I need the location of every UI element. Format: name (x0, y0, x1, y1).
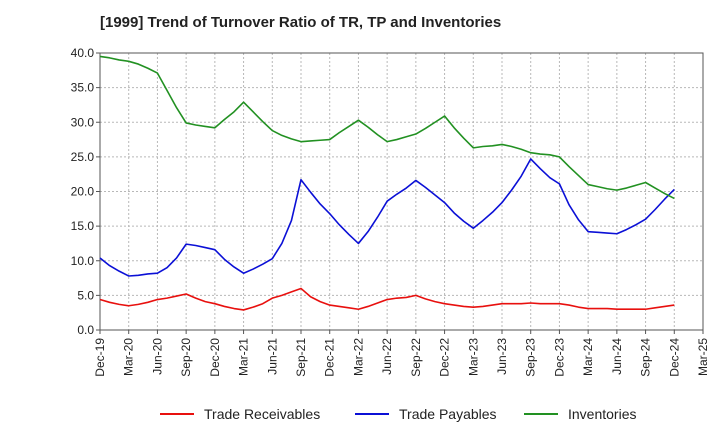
x-tick-label: Mar-23 (466, 338, 480, 376)
y-tick-label: 20.0 (71, 185, 95, 199)
y-tick-label: 0.0 (77, 323, 94, 337)
y-tick-label: 10.0 (71, 254, 95, 268)
y-tick-label: 35.0 (71, 81, 95, 95)
x-tick-label: Sep-21 (294, 338, 308, 377)
x-tick-label: Sep-24 (639, 338, 653, 377)
legend-label: Trade Receivables (204, 406, 321, 422)
x-tick-label: Mar-20 (122, 338, 136, 376)
x-tick-label: Sep-23 (524, 338, 538, 377)
x-tick-label: Dec-20 (208, 338, 222, 377)
x-tick-label: Dec-23 (552, 338, 566, 377)
legend-swatch (355, 413, 389, 415)
legend-item-inventories: Inventories (524, 404, 636, 424)
x-tick-label: Dec-19 (93, 338, 107, 377)
y-tick-label: 15.0 (71, 219, 95, 233)
series-line-inventories (99, 55, 675, 200)
x-tick-label: Sep-20 (179, 338, 193, 377)
y-tick-label: 30.0 (71, 115, 95, 129)
x-tick-label: Dec-21 (323, 338, 337, 377)
x-tick-label: Jun-24 (610, 338, 624, 375)
y-tick-label: 40.0 (71, 46, 95, 60)
y-tick-label: 5.0 (77, 288, 94, 302)
chart-title: [1999] Trend of Turnover Ratio of TR, TP… (100, 14, 502, 31)
series-line-trade-payables (99, 158, 675, 277)
x-tick-label: Jun-22 (380, 338, 394, 375)
legend-label: Inventories (568, 406, 637, 422)
y-tick-label: 25.0 (71, 150, 95, 164)
x-tick-label: Sep-22 (409, 338, 423, 377)
x-tick-label: Mar-21 (237, 338, 251, 376)
x-tick-label: Jun-23 (495, 338, 509, 375)
series-line-trade-receivables (99, 287, 675, 311)
legend-swatch (160, 413, 194, 415)
legend-item-trade-receivables: Trade Receivables (160, 404, 320, 424)
chart-legend: Trade Receivables Trade Payables Inventori… (0, 404, 720, 428)
legend-label: Trade Payables (399, 406, 497, 422)
legend-swatch (524, 413, 558, 415)
x-tick-label: Dec-24 (667, 338, 681, 377)
x-tick-label: Dec-22 (438, 338, 452, 377)
legend-item-trade-payables: Trade Payables (355, 404, 497, 424)
x-tick-label: Mar-25 (696, 338, 710, 376)
x-tick-label: Mar-22 (351, 338, 365, 376)
x-tick-label: Mar-24 (581, 338, 595, 376)
plot-area-border (99, 52, 704, 331)
x-tick-label: Jun-21 (265, 338, 279, 375)
x-tick-label: Jun-20 (150, 338, 164, 375)
